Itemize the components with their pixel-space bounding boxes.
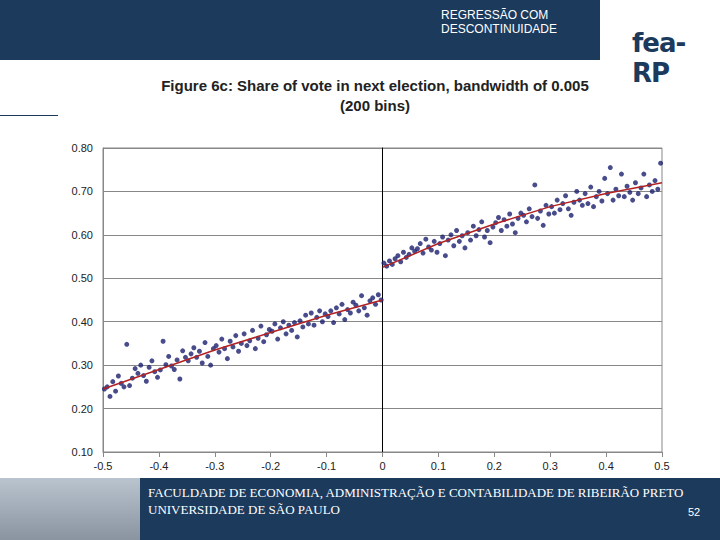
svg-text:-0.1: -0.1: [317, 460, 336, 472]
svg-text:0.20: 0.20: [72, 403, 93, 415]
html-text:REGRESSÃO COM: REGRESSÃO COM: [441, 8, 549, 22]
html-text:FACULDADE DE ECONOMIA, ADMINIS: FACULDADE DE ECONOMIA, ADMINISTRAÇÃO E C…: [148, 485, 684, 500]
svg-text:Figure 6c: Share of vote in ne: Figure 6c: Share of vote in next electio…: [161, 77, 589, 94]
svg-text:-0.5: -0.5: [94, 460, 113, 472]
svg-text:-0.3: -0.3: [205, 460, 224, 472]
svg-text:0.2: 0.2: [487, 460, 502, 472]
svg-text:0.50: 0.50: [72, 272, 93, 284]
html-text:UNIVERSIDADE DE SÃO PAULO: UNIVERSIDADE DE SÃO PAULO: [148, 502, 340, 517]
svg-text:0.1: 0.1: [431, 460, 446, 472]
svg-text:0.4: 0.4: [598, 460, 613, 472]
svg-text:0.70: 0.70: [72, 185, 93, 197]
svg-text:0.80: 0.80: [72, 142, 93, 154]
svg-text:0.10: 0.10: [72, 446, 93, 458]
svg-text:0: 0: [379, 460, 385, 472]
html-text:DESCONTINUIDADE: DESCONTINUIDADE: [441, 22, 557, 36]
svg-text:(200 bins): (200 bins): [340, 97, 410, 114]
svg-text:0.40: 0.40: [72, 316, 93, 328]
svg-text:0.30: 0.30: [72, 359, 93, 371]
svg-text:-0.2: -0.2: [261, 460, 280, 472]
html-text:fea-RP: fea-RP: [632, 28, 686, 88]
svg-text:0.3: 0.3: [543, 460, 558, 472]
svg-text:-0.4: -0.4: [149, 460, 168, 472]
svg-text:0.60: 0.60: [72, 229, 93, 241]
html-text:52: 52: [688, 506, 701, 518]
svg-text:0.5: 0.5: [654, 460, 669, 472]
